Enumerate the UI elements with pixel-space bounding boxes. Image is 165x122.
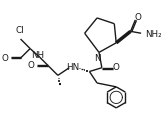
Text: NH₂: NH₂ — [145, 30, 162, 39]
Text: O: O — [113, 63, 120, 72]
Text: O: O — [27, 61, 34, 70]
Text: N: N — [94, 54, 100, 63]
Text: HN: HN — [67, 63, 80, 72]
Text: O: O — [1, 54, 8, 63]
Text: O: O — [135, 13, 142, 22]
Text: NH: NH — [31, 51, 44, 60]
Text: Cl: Cl — [15, 26, 24, 35]
